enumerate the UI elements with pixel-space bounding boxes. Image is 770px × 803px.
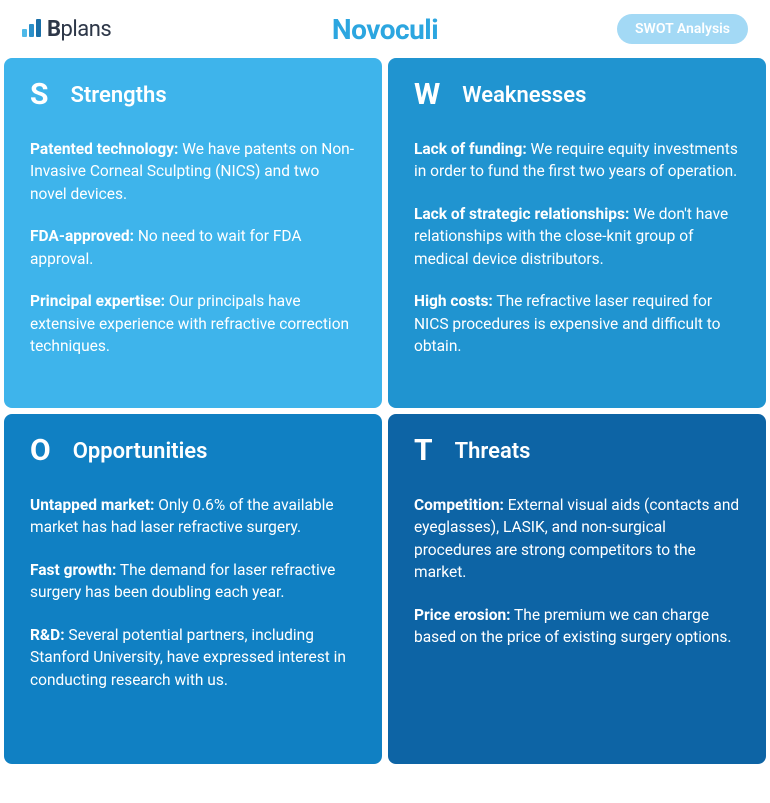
quadrant-letter: S (30, 80, 48, 110)
swot-item: Patented technology: We have patents on … (30, 138, 356, 205)
logo-rest: plans (61, 17, 112, 42)
swot-item: Fast growth: The demand for laser refrac… (30, 559, 356, 604)
quadrant-title: Weaknesses (462, 83, 586, 108)
quadrant-header: T Threats (414, 436, 740, 466)
item-label: Fast growth: (30, 561, 116, 579)
swot-item: Principal expertise: Our principals have… (30, 290, 356, 357)
swot-item: FDA-approved: No need to wait for FDA ap… (30, 225, 356, 270)
item-label: Untapped market: (30, 496, 154, 514)
quadrant-letter: T (414, 436, 433, 466)
quadrant-letter: O (30, 436, 51, 466)
item-label: Competition: (414, 496, 504, 514)
item-label: Price erosion: (414, 606, 511, 624)
header: Bplans Novoculi SWOT Analysis (0, 0, 770, 58)
bar-icon (36, 19, 41, 37)
logo: Bplans (22, 17, 111, 42)
item-label: High costs: (414, 292, 493, 310)
quadrant-t: T Threats Competition: External visual aid… (388, 414, 766, 764)
swot-grid: S Strengths Patented technology: We have p… (0, 58, 770, 768)
quadrant-header: S Strengths (30, 80, 356, 110)
quadrant-title: Strengths (70, 83, 166, 108)
swot-badge: SWOT Analysis (617, 14, 748, 44)
page-title: Novoculi (332, 13, 438, 46)
quadrant-header: W Weaknesses (414, 80, 740, 110)
quadrant-title: Opportunities (73, 439, 208, 464)
item-label: Lack of strategic relationships: (414, 205, 629, 223)
logo-bold: B (47, 17, 61, 42)
swot-item: Competition: External visual aids (conta… (414, 494, 740, 584)
quadrant-letter: W (414, 80, 440, 110)
quadrant-header: O Opportunities (30, 436, 356, 466)
swot-item: Lack of strategic relationships: We don'… (414, 203, 740, 270)
quadrant-w: W Weaknesses Lack of funding: We require e… (388, 58, 766, 408)
item-label: Principal expertise: (30, 292, 165, 310)
swot-item: Price erosion: The premium we can charge… (414, 604, 740, 649)
swot-item: High costs: The refractive laser require… (414, 290, 740, 357)
swot-item: R&D: Several potential partners, includi… (30, 624, 356, 691)
logo-text: Bplans (47, 17, 111, 42)
quadrant-s: S Strengths Patented technology: We have p… (4, 58, 382, 408)
bars-icon (22, 19, 41, 39)
item-text: Several potential partners, including St… (30, 626, 346, 689)
bar-icon (29, 24, 34, 37)
item-label: R&D: (30, 626, 65, 644)
swot-item: Untapped market: Only 0.6% of the availa… (30, 494, 356, 539)
item-label: Patented technology: (30, 140, 178, 158)
bar-icon (22, 29, 27, 37)
item-label: FDA-approved: (30, 227, 134, 245)
quadrant-title: Threats (455, 439, 531, 464)
quadrant-o: O Opportunities Untapped market: Only 0.6%… (4, 414, 382, 764)
swot-item: Lack of funding: We require equity inves… (414, 138, 740, 183)
item-label: Lack of funding: (414, 140, 527, 158)
